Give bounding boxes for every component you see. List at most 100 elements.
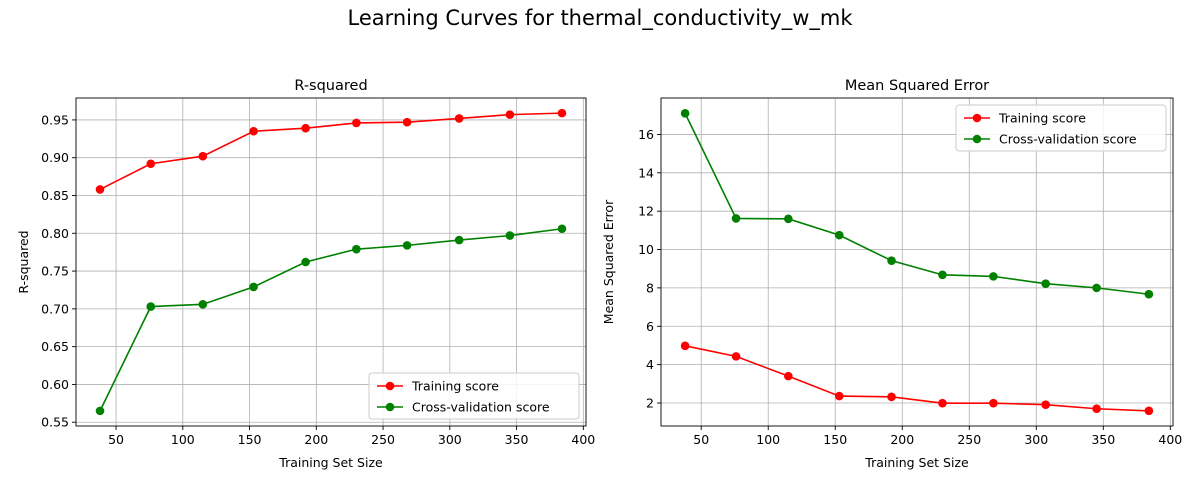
- data-point-cross-validation: [95, 406, 105, 416]
- data-point-cross-validation: [198, 300, 208, 309]
- data-point-cross-validation: [887, 256, 896, 265]
- data-point-training: [352, 118, 361, 128]
- data-point-cross-validation: [557, 224, 567, 234]
- data-point-cross-validation: [834, 230, 844, 240]
- series-line-cross-validation: [684, 113, 1149, 296]
- data-point-training: [834, 391, 844, 401]
- legend-label-cross-validation: Cross-validation score: [412, 400, 550, 415]
- y-axis-label: R-squared: [16, 230, 31, 293]
- data-point-cross-validation: [989, 272, 998, 281]
- subplot-title: R-squared: [294, 78, 367, 94]
- x-tick-label: 300: [438, 432, 462, 447]
- y-tick-label: 4: [646, 357, 654, 372]
- legend-marker-cross-validation: [972, 134, 982, 144]
- data-point-cross-validation: [731, 214, 741, 223]
- x-tick-label: 150: [823, 432, 847, 447]
- data-point-cross-validation: [938, 270, 947, 280]
- data-point-training: [249, 126, 258, 136]
- y-axis-label: Mean Squared Error: [601, 199, 616, 324]
- y-tick-label: 16: [638, 127, 654, 142]
- data-point-cross-validation: [1092, 283, 1101, 293]
- data-point-training: [784, 371, 793, 381]
- series-line-training: [684, 345, 1149, 412]
- y-tick-label: 2: [646, 395, 654, 410]
- x-tick-label: 350: [505, 432, 529, 447]
- legend-marker-training: [385, 381, 395, 391]
- data-point-training: [680, 341, 690, 351]
- data-point-training: [731, 352, 741, 361]
- subplot-1: 50 100 150 200 250 300 350 400 0.55 0.60 0.65 0.70 0…: [16, 78, 595, 470]
- y-tick-label: 12: [638, 204, 654, 219]
- legend-label-training: Training score: [411, 379, 499, 394]
- data-point-training: [454, 114, 464, 123]
- y-tick-label: 10: [638, 242, 654, 257]
- y-tick-label: 0.80: [41, 226, 69, 241]
- data-point-training: [989, 398, 998, 408]
- data-point-training: [301, 123, 310, 133]
- x-tick-label: 300: [1024, 432, 1048, 447]
- data-point-cross-validation: [301, 257, 310, 267]
- data-point-cross-validation: [402, 241, 412, 250]
- x-tick-label: 200: [890, 432, 914, 447]
- x-tick-label: 50: [693, 432, 709, 447]
- y-tick-label: 0.70: [41, 301, 69, 316]
- series-line-training: [99, 112, 562, 191]
- figure-title: Learning Curves for thermal_conductivity…: [347, 6, 853, 30]
- data-point-cross-validation: [505, 231, 515, 240]
- data-point-cross-validation: [680, 109, 690, 118]
- data-point-cross-validation: [1041, 279, 1050, 288]
- x-tick-label: 150: [238, 432, 262, 447]
- x-tick-label: 200: [304, 432, 328, 447]
- legend-marker-training: [972, 113, 982, 123]
- subplot-2: 50 100 150 200 250 300 350 400 2 4 6 8 10 12 14 16 Mean …: [601, 78, 1182, 470]
- data-point-training: [887, 392, 896, 402]
- data-point-training: [505, 110, 515, 119]
- data-point-cross-validation: [454, 235, 464, 245]
- y-tick-label: 0.60: [41, 377, 69, 392]
- data-point-training: [146, 159, 156, 169]
- legend-marker-cross-validation: [385, 402, 395, 412]
- axes-frame: [75, 97, 587, 427]
- legend: Training score Cross-validation score: [955, 104, 1167, 152]
- x-axis-label: Training Set Size: [278, 455, 383, 470]
- y-tick-label: 0.90: [41, 150, 69, 165]
- x-tick-label: 50: [108, 432, 124, 447]
- series-line-cross-validation: [99, 227, 563, 412]
- data-point-cross-validation: [1144, 289, 1154, 299]
- x-tick-label: 250: [957, 432, 981, 447]
- data-point-training: [402, 117, 412, 127]
- data-point-training: [95, 185, 105, 194]
- y-tick-label: 14: [638, 165, 654, 180]
- data-point-cross-validation: [146, 302, 156, 311]
- legend: Training score Cross-validation score: [368, 372, 580, 420]
- data-point-training: [1092, 404, 1101, 414]
- legend-box: [955, 104, 1167, 152]
- x-tick-label: 400: [571, 432, 595, 447]
- x-tick-label: 350: [1091, 432, 1115, 447]
- y-tick-label: 0.95: [41, 112, 69, 127]
- legend-box: [368, 372, 580, 420]
- data-point-cross-validation: [784, 214, 793, 224]
- y-tick-label: 0.65: [41, 339, 69, 354]
- y-tick-label: 0.55: [41, 415, 69, 430]
- x-axis-label: Training Set Size: [864, 455, 969, 470]
- x-tick-label: 100: [171, 432, 195, 447]
- y-tick-label: 0.85: [41, 188, 69, 203]
- data-point-training: [198, 151, 208, 161]
- data-point-training: [1144, 406, 1154, 416]
- data-point-training: [938, 398, 947, 408]
- y-tick-label: 0.75: [41, 264, 69, 279]
- y-tick-label: 8: [646, 280, 654, 295]
- x-tick-label: 400: [1158, 432, 1182, 447]
- subplot-title: Mean Squared Error: [845, 78, 989, 94]
- legend-label-training: Training score: [998, 111, 1086, 126]
- data-point-training: [1041, 400, 1050, 410]
- data-point-training: [557, 108, 567, 118]
- x-tick-label: 100: [756, 432, 780, 447]
- y-tick-label: 6: [646, 319, 654, 334]
- data-point-cross-validation: [249, 282, 258, 292]
- data-point-cross-validation: [352, 244, 361, 254]
- legend-label-cross-validation: Cross-validation score: [999, 132, 1137, 147]
